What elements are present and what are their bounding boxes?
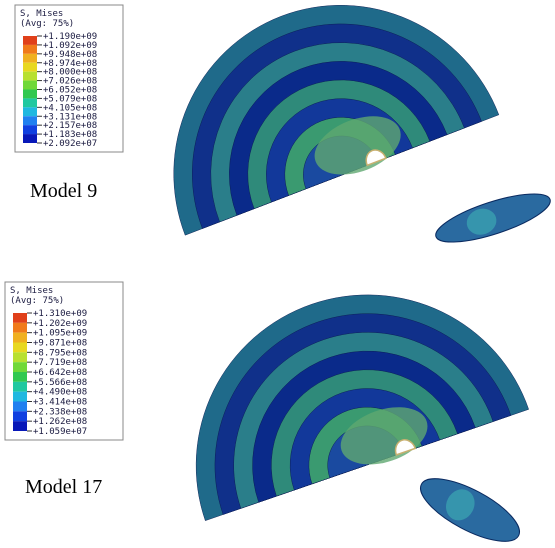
legend-swatch bbox=[13, 352, 27, 363]
legend-swatch bbox=[23, 36, 37, 45]
panel: S, Mises(Avg: 75%) +1.190e+09+1.092e+09+9… bbox=[14, 4, 551, 243]
legend-value: +6.052e+08 bbox=[43, 86, 97, 96]
legend-value: +2.092e+07 bbox=[43, 139, 97, 149]
legend-swatch bbox=[13, 372, 27, 382]
legend-swatch bbox=[13, 401, 27, 412]
legend-value: +4.490e+08 bbox=[33, 388, 87, 398]
legend-swatch bbox=[13, 313, 27, 323]
mesh-disk bbox=[195, 294, 529, 521]
legend-value: +5.079e+08 bbox=[43, 94, 97, 104]
legend-swatch bbox=[23, 44, 37, 54]
legend-value: +1.092e+09 bbox=[43, 41, 97, 51]
legend-value: +9.948e+08 bbox=[43, 50, 97, 60]
mesh-disk bbox=[173, 5, 500, 236]
legend-swatch bbox=[23, 134, 37, 143]
legend-subtitle: (Avg: 75%) bbox=[20, 19, 74, 29]
legend-value: +8.974e+08 bbox=[43, 59, 97, 69]
legend-swatch bbox=[23, 53, 37, 63]
legend-value: +5.566e+08 bbox=[33, 378, 87, 388]
legend-title: S, Mises bbox=[20, 9, 63, 19]
legend-swatch bbox=[13, 411, 27, 422]
legend-swatch bbox=[23, 107, 37, 117]
legend-value: +3.131e+08 bbox=[43, 112, 97, 122]
legend-value: +2.338e+08 bbox=[33, 407, 87, 417]
legend-value: +2.157e+08 bbox=[43, 121, 97, 131]
legend-value: +8.000e+08 bbox=[43, 68, 97, 78]
legend-swatch bbox=[23, 80, 37, 90]
legend-swatch bbox=[23, 62, 37, 72]
legend-value: +3.414e+08 bbox=[33, 398, 87, 408]
legend-value: +6.642e+08 bbox=[33, 368, 87, 378]
legend-swatch bbox=[13, 381, 27, 392]
legend-value: +1.059e+07 bbox=[33, 427, 87, 437]
model-label: Model 9 bbox=[30, 180, 97, 202]
legend-value: +1.202e+09 bbox=[33, 319, 87, 329]
projectile-band bbox=[446, 489, 475, 521]
legend-swatch bbox=[13, 421, 27, 431]
legend-value: +1.310e+09 bbox=[33, 309, 87, 319]
legend-swatch bbox=[23, 89, 37, 99]
projectile-band bbox=[466, 208, 497, 235]
legend-title: S, Mises bbox=[10, 286, 53, 296]
legend-swatch bbox=[13, 391, 27, 402]
legend-subtitle: (Avg: 75%) bbox=[10, 296, 64, 306]
legend-swatch bbox=[23, 116, 37, 126]
legend-swatch bbox=[23, 125, 37, 135]
legend-value: +4.105e+08 bbox=[43, 103, 97, 113]
panel: S, Mises(Avg: 75%)+1.310e+09+1.202e+09+1… bbox=[4, 281, 529, 542]
notch bbox=[394, 439, 417, 456]
legend-swatch bbox=[13, 322, 27, 333]
legend-value: +1.190e+09 bbox=[43, 32, 97, 42]
legend-swatch bbox=[13, 342, 27, 353]
legend-value: +1.262e+08 bbox=[33, 417, 87, 427]
notch bbox=[365, 149, 387, 167]
legend-swatch bbox=[13, 362, 27, 372]
legend-value: +8.795e+08 bbox=[33, 348, 87, 358]
legend-value: +9.871e+08 bbox=[33, 339, 87, 349]
model-label: Model 17 bbox=[25, 476, 102, 498]
legend-value: +1.183e+08 bbox=[43, 130, 97, 140]
legend-value: +1.095e+09 bbox=[33, 329, 87, 339]
legend-swatch bbox=[13, 332, 27, 343]
legend-value: +7.026e+08 bbox=[43, 77, 97, 87]
legend-value: +7.719e+08 bbox=[33, 358, 87, 368]
legend-swatch bbox=[23, 71, 37, 81]
legend-swatch bbox=[23, 98, 37, 108]
